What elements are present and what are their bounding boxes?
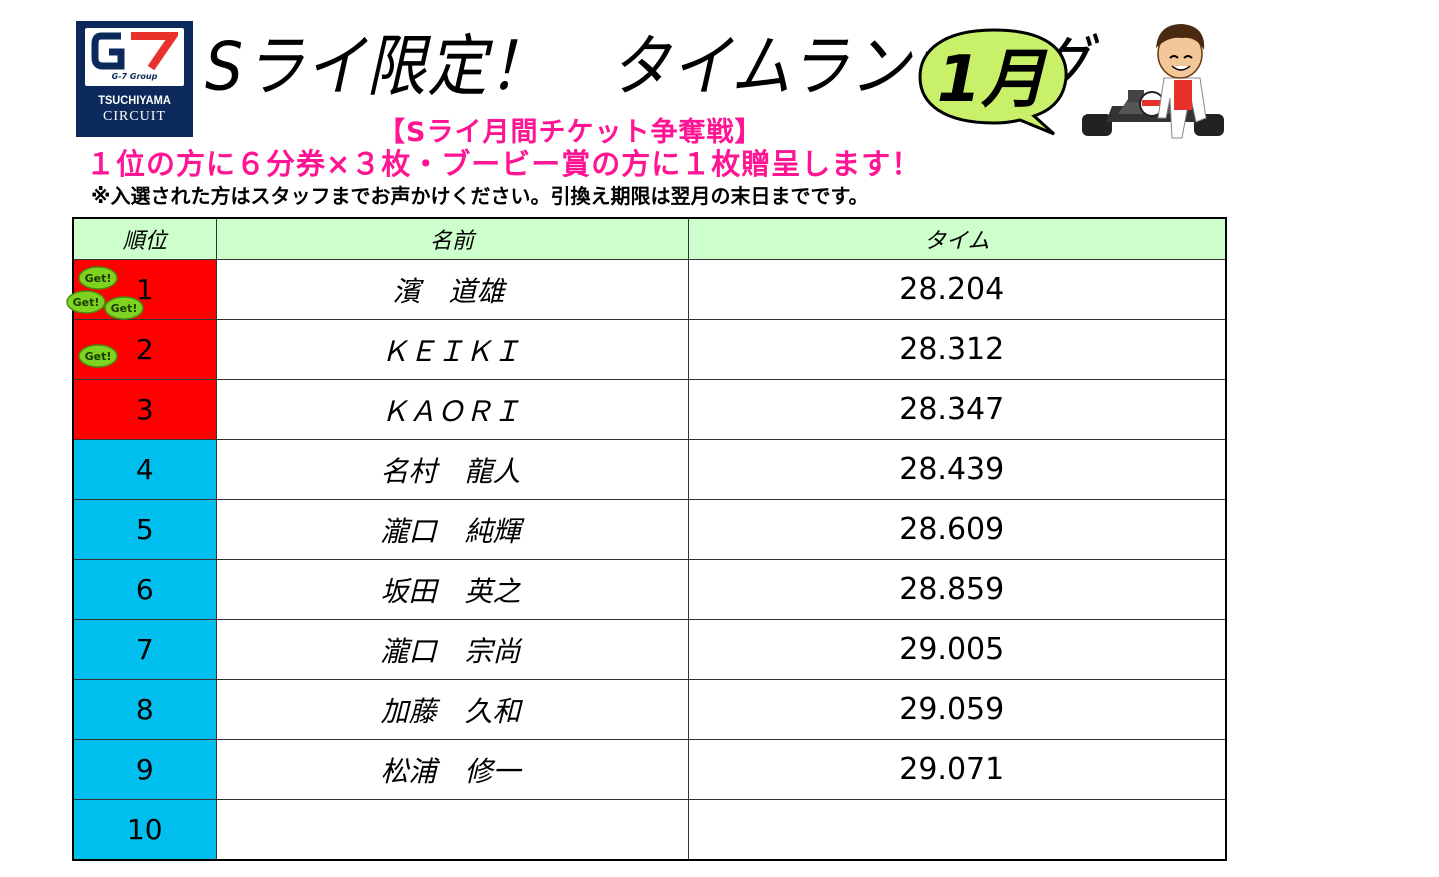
rank-value: 8 xyxy=(135,693,154,726)
svg-text:Get!: Get! xyxy=(85,350,112,363)
name-cell: ＫＥＩＫＩ xyxy=(215,319,689,380)
rank-value: 1 xyxy=(135,273,154,306)
svg-text:Get!: Get! xyxy=(85,272,112,285)
month-label: 1月 xyxy=(936,43,1046,117)
table-row: 5 瀧口 純輝 28.609 xyxy=(72,499,1227,560)
redemption-note: ※入選された方はスタッフまでお声かけください。引換え期限は翌月の末日までです。 xyxy=(91,184,869,208)
header-rank: 順位 xyxy=(72,217,217,260)
svg-text:Get!: Get! xyxy=(111,302,138,315)
name-cell: 松浦 修一 xyxy=(215,739,689,800)
rank-value: 7 xyxy=(135,633,154,666)
name-cell: 瀧口 純輝 xyxy=(215,499,689,560)
racer-name: 松浦 修一 xyxy=(380,754,521,788)
logo-group-text: G-7 Group xyxy=(111,72,158,81)
logo-line-tsuchiyama: TSUCHIYAMA xyxy=(98,93,171,107)
racer-name: 濱 道雄 xyxy=(392,274,505,308)
racer-name: 名村 龍人 xyxy=(380,454,521,488)
lap-time: 29.071 xyxy=(899,752,1005,787)
header-name: 名前 xyxy=(215,217,689,260)
month-speech-bubble-icon xyxy=(918,28,1068,136)
table-row: 6 坂田 英之 28.859 xyxy=(72,559,1227,620)
racer-name: 瀧口 宗尚 xyxy=(380,634,521,668)
header-time: タイム xyxy=(687,217,1227,260)
rank-cell: 3 xyxy=(72,379,217,440)
lap-time: 29.005 xyxy=(899,632,1005,667)
racer-name: ＫＥＩＫＩ xyxy=(380,334,521,368)
rank-value: 10 xyxy=(126,813,163,846)
time-cell: 29.071 xyxy=(687,739,1227,800)
table-row: 9 松浦 修一 29.071 xyxy=(72,739,1227,800)
rank-value: 5 xyxy=(135,513,154,546)
rank-value: 6 xyxy=(135,573,154,606)
time-cell: 28.859 xyxy=(687,559,1227,620)
svg-text:G7: G7 xyxy=(137,65,139,67)
rank-cell: 9 xyxy=(72,739,217,800)
name-cell: 坂田 英之 xyxy=(215,559,689,620)
rank-cell: 2 Get! xyxy=(72,319,217,380)
racer-name: 坂田 英之 xyxy=(380,574,521,608)
table-header-row: 順位 名前 タイム xyxy=(72,217,1227,260)
logo-line-circuit: CIRCUIT xyxy=(103,109,166,124)
rank-cell: 1 Get! Get! Get! xyxy=(66,259,217,320)
prize-description: １位の方に６分券×３枚・ブービー賞の方に１枚贈呈します！ xyxy=(86,147,922,181)
time-cell xyxy=(687,799,1227,861)
get-badge-icon: Get! xyxy=(78,266,118,290)
name-cell xyxy=(215,799,689,861)
rank-value: 4 xyxy=(135,453,154,486)
time-cell: 28.312 xyxy=(687,319,1227,380)
table-row: 8 加藤 久和 29.059 xyxy=(72,679,1227,740)
rank-value: 3 xyxy=(135,393,154,426)
get-badge-icon: Get! xyxy=(66,290,106,314)
table-row: 1 Get! Get! Get! 濱 道雄 28.204 xyxy=(66,259,1227,320)
name-cell: 濱 道雄 xyxy=(215,259,689,320)
rank-value: 9 xyxy=(135,753,154,786)
table-row: 4 名村 龍人 28.439 xyxy=(72,439,1227,500)
lap-time: 28.859 xyxy=(899,572,1005,607)
kart-driver-character-icon xyxy=(1082,24,1224,139)
lap-time: 28.204 xyxy=(899,272,1005,307)
rank-cell: 10 xyxy=(72,799,217,861)
racer-name: 瀧口 純輝 xyxy=(380,514,521,548)
time-cell: 28.204 xyxy=(687,259,1227,320)
table-row: 2 Get! ＫＥＩＫＩ 28.312 xyxy=(72,319,1227,380)
svg-text:Get!: Get! xyxy=(73,296,100,309)
name-cell: 加藤 久和 xyxy=(215,679,689,740)
get-badge-icon: Get! xyxy=(104,296,144,320)
racer-name: ＫＡＯＲＩ xyxy=(380,394,521,428)
time-cell: 29.059 xyxy=(687,679,1227,740)
lap-time: 28.312 xyxy=(899,332,1005,367)
ranking-table: 順位 名前 タイム 1 Get! Get! Get! 濱 道雄 28.204 2 Get! ＫＥ… xyxy=(66,217,1227,861)
logo-emblem: G7 G-7 Group xyxy=(85,28,184,86)
table-row: 10 xyxy=(72,799,1227,861)
table-row: 7 瀧口 宗尚 29.005 xyxy=(72,619,1227,680)
get-badge-icon: Get! xyxy=(78,344,118,368)
rank-cell: 5 xyxy=(72,499,217,560)
rank-cell: 6 xyxy=(72,559,217,620)
name-cell: 瀧口 宗尚 xyxy=(215,619,689,680)
time-cell: 28.439 xyxy=(687,439,1227,500)
lap-time: 28.439 xyxy=(899,452,1005,487)
time-cell: 29.005 xyxy=(687,619,1227,680)
lap-time: 28.609 xyxy=(899,512,1005,547)
tsuchiyama-circuit-logo: G7 G-7 Group TSUCHIYAMA CIRCUIT xyxy=(76,21,193,137)
campaign-subtitle: 【Sライ月間チケット争奪戦】 xyxy=(378,117,763,148)
name-cell: 名村 龍人 xyxy=(215,439,689,500)
lap-time: 28.347 xyxy=(899,392,1005,427)
ranking-table-body: 1 Get! Get! Get! 濱 道雄 28.204 2 Get! ＫＥＩＫＩ 28.312 3… xyxy=(66,259,1227,861)
racer-name: 加藤 久和 xyxy=(380,694,521,728)
time-cell: 28.347 xyxy=(687,379,1227,440)
table-row: 3 ＫＡＯＲＩ 28.347 xyxy=(72,379,1227,440)
lap-time: 29.059 xyxy=(899,692,1005,727)
rank-cell: 7 xyxy=(72,619,217,680)
name-cell: ＫＡＯＲＩ xyxy=(215,379,689,440)
rank-cell: 8 xyxy=(72,679,217,740)
rank-value: 2 xyxy=(135,333,154,366)
g7-logo-icon: G7 xyxy=(91,32,178,71)
time-cell: 28.609 xyxy=(687,499,1227,560)
rank-cell: 4 xyxy=(72,439,217,500)
